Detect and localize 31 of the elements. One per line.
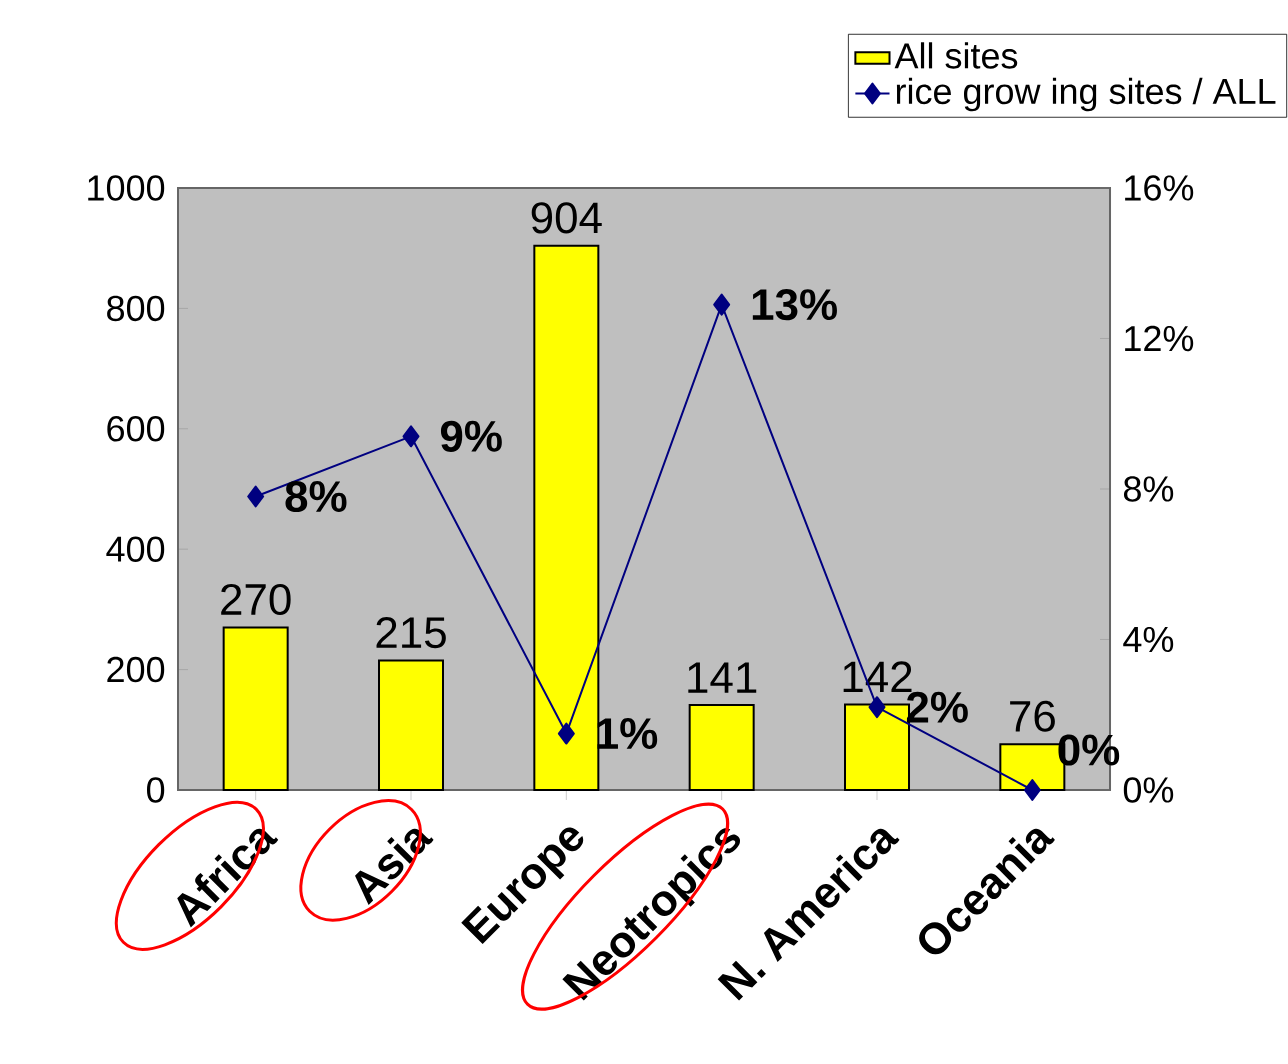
y-tick-label: 600: [107, 416, 165, 442]
bar: [688, 704, 755, 791]
y-tick-label: 1000: [88, 175, 165, 201]
data-label: 141: [688, 662, 757, 693]
data-label: 904: [531, 202, 602, 234]
point: [868, 696, 886, 719]
point: [713, 293, 731, 316]
data-label: 2%: [906, 691, 968, 723]
y2-tick-label: 0%: [1123, 777, 1174, 803]
y-tick-label: 800: [107, 295, 165, 322]
y2-tick-label: 12%: [1125, 325, 1194, 352]
y-tick-label: 0: [146, 777, 165, 803]
point: [557, 722, 575, 745]
data-label: 13%: [752, 289, 837, 321]
point: [402, 425, 420, 448]
legend-label: rice grow ing sites / ALL: [896, 77, 1276, 112]
bar: [222, 626, 289, 791]
y-tick-label: 200: [107, 656, 165, 683]
data-label: 9%: [440, 420, 502, 452]
data-label: 8%: [285, 480, 347, 513]
y2-tick-label: 4%: [1123, 626, 1174, 653]
data-label: 76: [1010, 700, 1055, 732]
y2-tick-label: 16%: [1125, 175, 1194, 201]
data-label: 270: [221, 583, 291, 616]
data-label: 215: [376, 617, 446, 649]
point: [1023, 779, 1041, 801]
y2-tick-label: 8%: [1123, 476, 1174, 502]
point: [247, 485, 265, 508]
y-tick-label: 400: [106, 536, 165, 562]
bar: [378, 659, 444, 791]
legend-label: All sites: [894, 42, 1018, 69]
